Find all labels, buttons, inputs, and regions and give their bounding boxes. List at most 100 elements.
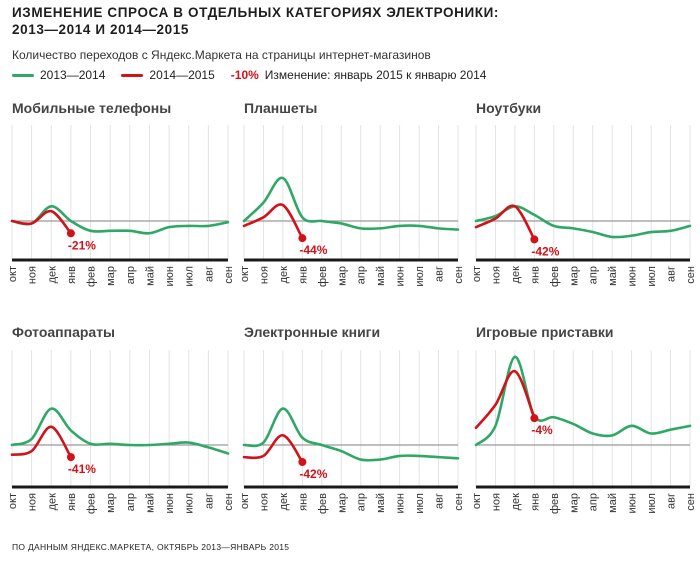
subtitle: Количество переходов с Яндекс.Маркета на… xyxy=(12,48,431,62)
x-tick-label: сен xyxy=(223,266,235,284)
series-line-2013-2014 xyxy=(242,407,460,462)
series-line-2013-2014 xyxy=(474,355,692,447)
x-tick-label: июн xyxy=(395,266,407,286)
x-tick-label: апр xyxy=(125,266,137,284)
x-tick-label: апр xyxy=(125,493,137,511)
x-tick-label: янв xyxy=(66,493,78,511)
change-annotation: -44% xyxy=(299,243,327,257)
series-line-2014-2015 xyxy=(474,204,536,241)
x-tick-label: фев xyxy=(86,266,98,287)
legend-swatch-green xyxy=(12,73,34,77)
x-tick-label: янв xyxy=(529,493,541,511)
x-tick-label: мар xyxy=(568,266,580,286)
x-tick-label: июл xyxy=(646,266,658,287)
title-line-2: 2013—2014 И 2014—2015 xyxy=(12,22,189,37)
x-tick-label: мар xyxy=(105,266,117,286)
source-note: ПО ДАННЫМ ЯНДЕКС.МАРКЕТА, ОКТЯБРЬ 2013—Я… xyxy=(12,542,290,552)
x-tick-label: июл xyxy=(414,493,426,514)
x-tick-label: дек xyxy=(278,266,290,284)
end-point-marker xyxy=(298,234,307,243)
x-tick-label: июн xyxy=(164,493,176,513)
series-line-2013-2014 xyxy=(474,204,692,239)
x-tick-label: янв xyxy=(66,266,78,284)
x-tick-label: янв xyxy=(297,266,309,284)
x-tick-label: авг xyxy=(203,266,215,282)
x-tick-label: дек xyxy=(510,266,522,284)
x-tick-label: май xyxy=(607,266,619,286)
x-tick-label: июн xyxy=(627,266,639,286)
x-tick-label: сен xyxy=(685,266,697,284)
x-tick-label: окт xyxy=(7,266,19,282)
x-tick-label: апр xyxy=(588,266,600,284)
x-tick-label: май xyxy=(144,493,156,513)
x-tick-label: авг xyxy=(666,493,678,509)
x-tick-label: янв xyxy=(297,493,309,511)
x-tick-label: янв xyxy=(529,266,541,284)
legend-change-label: Изменение: январь 2015 к январю 2014 xyxy=(264,68,487,82)
x-tick-label: сен xyxy=(685,493,697,511)
x-tick-label: апр xyxy=(588,493,600,511)
x-tick-label: июл xyxy=(184,493,196,514)
panel-title: Мобильные телефоны xyxy=(12,100,171,116)
series-line-2013-2014 xyxy=(10,407,230,455)
x-tick-label: июн xyxy=(395,493,407,513)
x-tick-label: окт xyxy=(7,493,19,509)
legend-item-2013-2014: 2013—2014 xyxy=(12,68,105,82)
x-tick-label: авг xyxy=(434,266,446,282)
x-tick-label: май xyxy=(144,266,156,286)
x-tick-label: ноя xyxy=(258,493,270,511)
legend-item-change: -10% Изменение: январь 2015 к январю 201… xyxy=(231,68,487,82)
x-tick-label: ноя xyxy=(27,266,39,284)
x-tick-label: авг xyxy=(666,266,678,282)
x-tick-label: мар xyxy=(568,493,580,513)
panel-title: Фотоаппараты xyxy=(12,324,115,340)
x-tick-label: сен xyxy=(223,493,235,511)
x-tick-label: фев xyxy=(549,493,561,514)
x-tick-label: сен xyxy=(453,266,465,284)
x-tick-label: мар xyxy=(336,266,348,286)
x-tick-label: май xyxy=(375,266,387,286)
x-tick-label: авг xyxy=(434,493,446,509)
x-tick-label: фев xyxy=(86,493,98,514)
panel-title: Планшеты xyxy=(244,100,317,116)
legend-item-2014-2015: 2014—2015 xyxy=(121,68,215,82)
x-tick-label: июл xyxy=(414,266,426,287)
panel-title: Электронные книги xyxy=(244,324,380,340)
series-line-2014-2015 xyxy=(474,369,536,430)
x-tick-label: апр xyxy=(356,493,368,511)
x-tick-label: ноя xyxy=(490,266,502,284)
change-annotation: -42% xyxy=(531,244,559,258)
x-tick-label: сен xyxy=(453,493,465,511)
end-point-marker xyxy=(298,457,307,466)
end-point-marker xyxy=(66,229,75,238)
x-tick-label: фев xyxy=(317,266,329,287)
series-line-2014-2015 xyxy=(10,209,73,235)
end-point-marker xyxy=(530,235,539,244)
x-tick-label: мар xyxy=(105,493,117,513)
title-line-1: ИЗМЕНЕНИЕ СПРОСА В ОТДЕЛЬНЫХ КАТЕГОРИЯХ … xyxy=(12,5,500,20)
x-tick-label: май xyxy=(375,493,387,513)
series-line-2013-2014 xyxy=(242,176,460,231)
panel-title: Ноутбуки xyxy=(476,100,541,116)
legend-label-2014-2015: 2014—2015 xyxy=(149,68,215,82)
series-line-2014-2015 xyxy=(242,434,304,464)
x-tick-label: июн xyxy=(164,266,176,286)
series-line-2014-2015 xyxy=(242,203,304,240)
x-tick-label: окт xyxy=(239,266,251,282)
change-annotation: -4% xyxy=(531,423,553,437)
x-tick-label: июл xyxy=(646,493,658,514)
legend-label-2013-2014: 2013—2014 xyxy=(40,68,106,82)
x-tick-label: дек xyxy=(46,493,58,511)
end-point-marker xyxy=(66,453,75,462)
x-tick-label: дек xyxy=(510,493,522,511)
series-line-2014-2015 xyxy=(10,425,73,459)
legend-change-value: -10% xyxy=(230,68,259,82)
legend-swatch-red xyxy=(121,73,144,77)
chart-title: ИЗМЕНЕНИЕ СПРОСА В ОТДЕЛЬНЫХ КАТЕГОРИЯХ … xyxy=(12,4,692,38)
legend: 2013—2014 2014—2015 -10% Изменение: янва… xyxy=(12,66,502,84)
x-tick-label: ноя xyxy=(258,266,270,284)
change-annotation: -21% xyxy=(68,238,96,252)
x-tick-label: дек xyxy=(46,266,58,284)
series-line-2013-2014 xyxy=(10,204,230,235)
